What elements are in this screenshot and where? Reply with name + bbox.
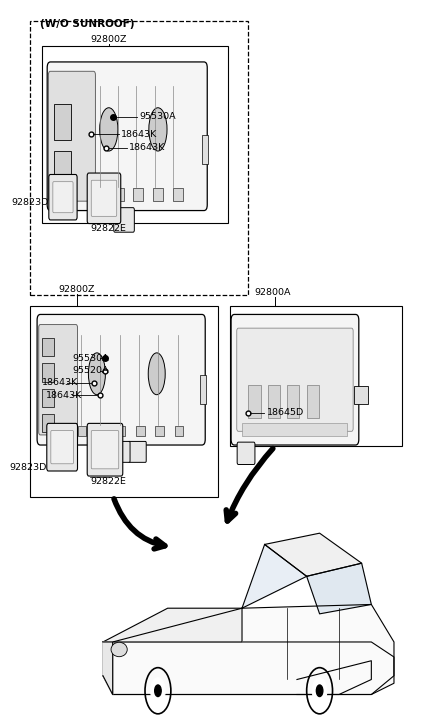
Bar — [306, 385, 319, 417]
FancyBboxPatch shape — [51, 430, 73, 464]
FancyBboxPatch shape — [47, 62, 207, 211]
Circle shape — [155, 685, 161, 696]
Bar — [93, 188, 104, 201]
Ellipse shape — [100, 108, 118, 151]
FancyBboxPatch shape — [37, 315, 205, 445]
Bar — [136, 425, 144, 436]
Bar — [354, 385, 368, 403]
Polygon shape — [103, 642, 394, 694]
Bar — [77, 425, 86, 436]
Circle shape — [312, 678, 327, 704]
FancyBboxPatch shape — [48, 71, 96, 201]
Bar — [133, 188, 144, 201]
Text: 95530A: 95530A — [139, 112, 176, 121]
Bar — [30, 21, 248, 295]
Bar — [43, 364, 54, 382]
FancyBboxPatch shape — [87, 423, 123, 476]
Text: (W/O SUNROOF): (W/O SUNROOF) — [40, 20, 135, 30]
Bar — [43, 389, 54, 407]
FancyBboxPatch shape — [114, 208, 134, 232]
Ellipse shape — [148, 353, 165, 395]
Text: 92822E: 92822E — [90, 223, 126, 233]
Bar — [268, 385, 280, 417]
FancyBboxPatch shape — [128, 441, 146, 462]
Bar — [30, 306, 218, 497]
Circle shape — [316, 685, 323, 696]
Text: 18643K: 18643K — [121, 129, 157, 139]
Bar — [54, 150, 71, 187]
Ellipse shape — [88, 353, 105, 395]
Text: 95530A: 95530A — [73, 354, 109, 363]
Ellipse shape — [111, 642, 127, 656]
FancyBboxPatch shape — [91, 180, 117, 217]
FancyBboxPatch shape — [53, 182, 73, 213]
Text: 18645D: 18645D — [266, 408, 304, 417]
Polygon shape — [306, 563, 371, 614]
Bar — [248, 385, 261, 417]
Bar — [242, 422, 347, 435]
Circle shape — [151, 678, 165, 704]
Text: 92800Z: 92800Z — [59, 285, 95, 294]
Bar — [54, 104, 71, 140]
Bar — [113, 188, 123, 201]
Bar — [202, 134, 208, 164]
Polygon shape — [103, 608, 242, 642]
Bar — [43, 338, 54, 356]
Polygon shape — [242, 545, 306, 608]
Text: 92823D: 92823D — [9, 463, 46, 472]
FancyBboxPatch shape — [231, 315, 359, 445]
Bar — [43, 46, 228, 222]
Bar — [173, 188, 184, 201]
Text: 95520A: 95520A — [73, 366, 109, 375]
Text: 92822E: 92822E — [90, 478, 126, 486]
Polygon shape — [113, 604, 394, 694]
FancyBboxPatch shape — [237, 328, 353, 431]
Polygon shape — [103, 642, 113, 694]
Bar — [200, 374, 206, 403]
Bar — [230, 306, 402, 446]
Bar — [175, 425, 184, 436]
FancyBboxPatch shape — [112, 441, 130, 462]
FancyBboxPatch shape — [49, 174, 77, 220]
Text: 92823D: 92823D — [11, 198, 48, 206]
Bar — [43, 414, 54, 432]
FancyBboxPatch shape — [237, 442, 255, 465]
Bar — [116, 425, 125, 436]
Text: 18643K: 18643K — [46, 390, 83, 400]
FancyBboxPatch shape — [39, 324, 77, 435]
Bar — [97, 425, 106, 436]
FancyBboxPatch shape — [91, 430, 119, 469]
FancyBboxPatch shape — [87, 173, 121, 223]
Polygon shape — [265, 533, 362, 577]
Text: 18643K: 18643K — [129, 143, 165, 152]
Text: 92800Z: 92800Z — [91, 35, 127, 44]
Bar — [153, 188, 163, 201]
Ellipse shape — [149, 108, 167, 151]
Text: 92800A: 92800A — [255, 288, 291, 297]
Bar — [287, 385, 299, 417]
Text: 18643K: 18643K — [42, 379, 78, 387]
FancyBboxPatch shape — [47, 423, 77, 471]
Bar — [155, 425, 164, 436]
